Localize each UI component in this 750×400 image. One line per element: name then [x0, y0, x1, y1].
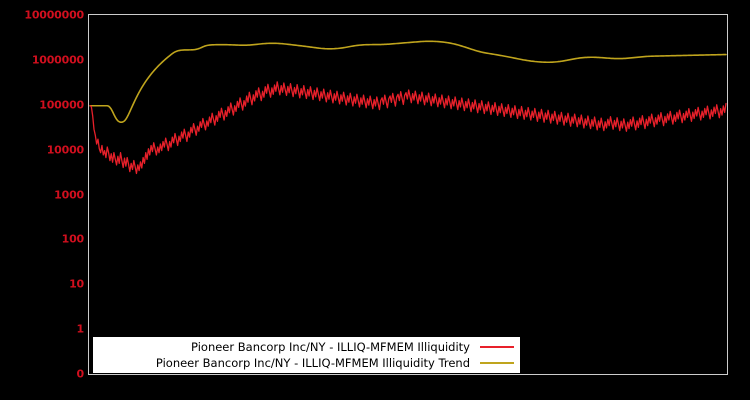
plot-area — [88, 14, 728, 375]
y-axis-tick-label: 1 — [76, 322, 85, 336]
legend-label-trend: Pioneer Bancorp Inc/NY - ILLIQ-MFMEM Ill… — [155, 356, 470, 370]
y-axis-tick-label: 100000 — [39, 98, 84, 112]
legend-item-illiquidity: Pioneer Bancorp Inc/NY - ILLIQ-MFMEM Ill… — [93, 339, 520, 355]
legend-swatch-trend — [480, 362, 514, 364]
y-axis-tick-label: 10000 — [46, 143, 84, 157]
series-line-illiquidity — [89, 81, 727, 175]
series-line-trend — [89, 40, 727, 123]
plot-lines — [89, 40, 727, 175]
legend-item-trend: Pioneer Bancorp Inc/NY - ILLIQ-MFMEM Ill… — [93, 355, 520, 371]
y-axis: 10000000 1000000 100000 10000 1000 100 10 1 0 — [0, 0, 84, 400]
y-axis-tick-label: 100 — [61, 232, 85, 246]
y-axis-tick-label: 10 — [69, 277, 84, 291]
y-axis-tick-label: 0 — [76, 367, 85, 381]
y-axis-tick-label: 1000000 — [31, 53, 84, 67]
legend-label-illiquidity: Pioneer Bancorp Inc/NY - ILLIQ-MFMEM Ill… — [191, 340, 470, 354]
chart-legend: Pioneer Bancorp Inc/NY - ILLIQ-MFMEM Ill… — [93, 337, 520, 373]
y-axis-tick-label: 10000000 — [24, 8, 84, 22]
legend-swatch-illiquidity — [480, 346, 514, 348]
y-axis-tick-label: 1000 — [54, 188, 84, 201]
